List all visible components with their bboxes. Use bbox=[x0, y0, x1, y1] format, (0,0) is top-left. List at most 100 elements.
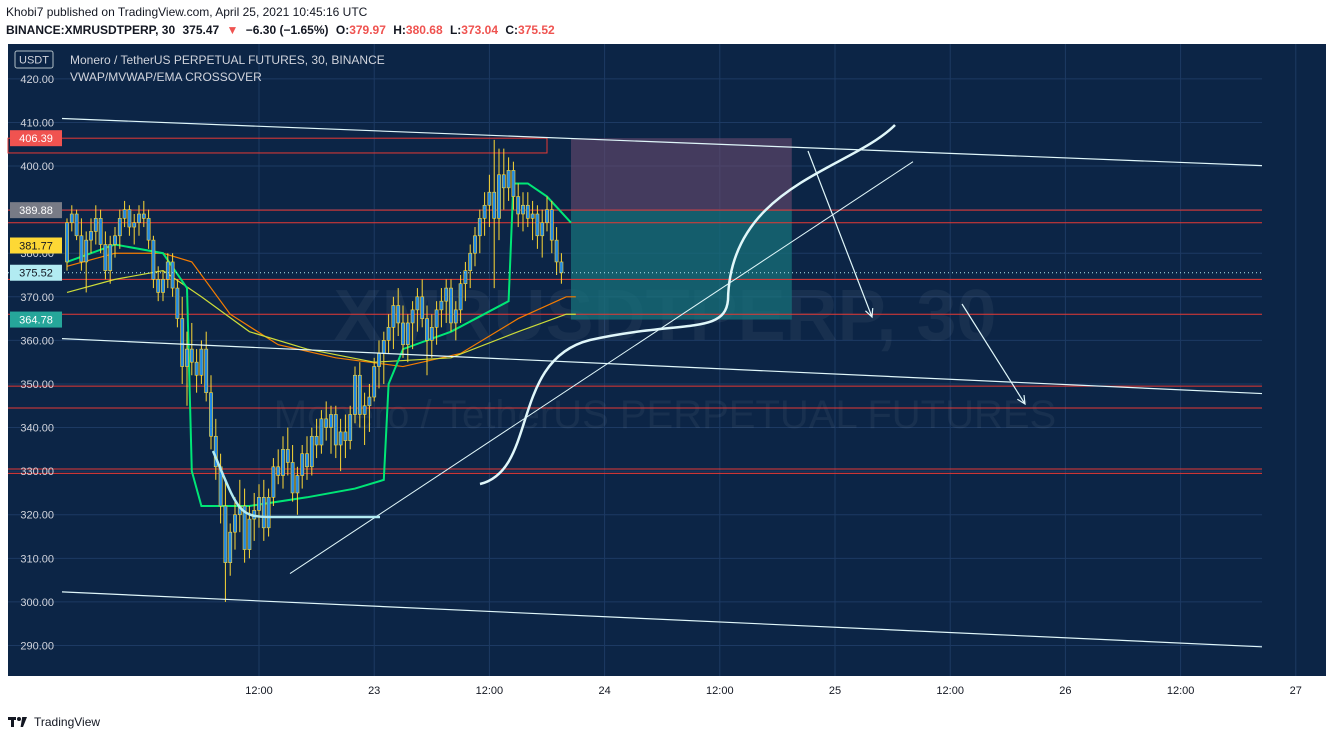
candle-body bbox=[425, 318, 429, 341]
price-tick-label: 410.00 bbox=[20, 117, 54, 129]
time-tick-label: 25 bbox=[829, 685, 841, 697]
price-tick-label: 370.00 bbox=[20, 292, 54, 304]
candle-body bbox=[233, 514, 237, 533]
price-tick-label: 350.00 bbox=[20, 379, 54, 391]
currency-badge[interactable] bbox=[14, 50, 54, 69]
candle-body bbox=[521, 204, 525, 215]
candle-body bbox=[405, 322, 410, 346]
candle-body bbox=[540, 222, 545, 237]
time-tick-label: 23 bbox=[368, 685, 380, 697]
candle-body bbox=[453, 309, 458, 324]
price-tick-label: 360.00 bbox=[20, 335, 54, 347]
candle-body bbox=[525, 204, 530, 219]
price-label-box bbox=[10, 237, 62, 254]
candle-body bbox=[309, 435, 314, 468]
candle-body bbox=[516, 196, 521, 215]
candle-body bbox=[381, 340, 386, 354]
vwap-line bbox=[66, 182, 572, 508]
close-value: 375.52 bbox=[518, 23, 555, 37]
candle-body bbox=[189, 348, 194, 363]
trendline-support bbox=[289, 161, 914, 574]
candle-body bbox=[74, 213, 79, 237]
projection-arrow-1-head bbox=[865, 307, 874, 319]
candle-body bbox=[113, 235, 117, 245]
publish-info: Khobi7 published on TradingView.com, Apr… bbox=[6, 5, 368, 19]
low-value: 373.04 bbox=[461, 23, 498, 37]
candle-body bbox=[487, 191, 492, 206]
candle-body bbox=[501, 174, 506, 189]
candle-body bbox=[482, 204, 487, 219]
price-label-box bbox=[10, 130, 62, 147]
price-label-box bbox=[10, 311, 62, 328]
watermark-name: Monero / TetherUS PERPETUAL FUTURES bbox=[274, 393, 1056, 437]
candle-body bbox=[477, 218, 482, 237]
candle-body bbox=[319, 418, 324, 446]
price-tick-label: 420.00 bbox=[20, 74, 54, 86]
price-label-text: 375.52 bbox=[19, 268, 53, 280]
candle-body bbox=[434, 309, 439, 328]
candle-body bbox=[348, 414, 353, 441]
candle-body bbox=[401, 322, 405, 346]
candle-body bbox=[420, 296, 425, 319]
price-label-text: 381.77 bbox=[19, 240, 53, 252]
candle-body bbox=[261, 496, 266, 529]
high-label: H: bbox=[393, 23, 406, 37]
candle-body bbox=[180, 318, 185, 367]
candle-body bbox=[209, 392, 213, 437]
channel-upper-line bbox=[61, 117, 1263, 167]
candle-body bbox=[386, 327, 391, 341]
symbol-name[interactable]: BINANCE:XMRUSDTPERP, 30 bbox=[6, 23, 176, 37]
candle-body bbox=[242, 505, 247, 550]
price-tick-label: 310.00 bbox=[20, 553, 54, 565]
stop-loss-zone bbox=[571, 138, 792, 211]
candle-body bbox=[506, 170, 511, 189]
price-label-text: 364.78 bbox=[19, 315, 53, 327]
candle-body bbox=[372, 366, 377, 398]
candle-body bbox=[295, 475, 300, 494]
candle-body bbox=[535, 213, 540, 237]
candle-body bbox=[65, 222, 69, 263]
candle-body bbox=[290, 462, 295, 494]
close-label: C: bbox=[505, 23, 519, 37]
open-value: 379.97 bbox=[349, 23, 386, 37]
time-tick-label: 27 bbox=[1290, 685, 1302, 697]
candle-body bbox=[84, 239, 89, 263]
time-tick-label: 12:00 bbox=[1167, 685, 1195, 697]
candle-body bbox=[362, 405, 367, 415]
drawn-curve-left bbox=[211, 450, 380, 519]
candle-body bbox=[151, 239, 156, 280]
candle-body bbox=[463, 270, 468, 285]
candle-body bbox=[497, 174, 501, 219]
resistance-box bbox=[7, 137, 548, 154]
candle-body bbox=[170, 261, 175, 289]
chart-title: Monero / TetherUS PERPETUAL FUTURES, 30,… bbox=[70, 53, 385, 67]
candle-body bbox=[396, 305, 401, 324]
candle-body bbox=[185, 348, 189, 367]
candle-body bbox=[377, 353, 381, 367]
candle-body bbox=[137, 213, 141, 224]
drawn-curve-right bbox=[479, 124, 896, 486]
candle-body bbox=[305, 453, 309, 468]
candle-body bbox=[333, 414, 338, 446]
candle-body bbox=[353, 374, 357, 415]
candle-body bbox=[559, 261, 564, 274]
candle-body bbox=[117, 218, 122, 237]
projection-arrow-2 bbox=[961, 303, 1026, 405]
candle-body bbox=[545, 209, 549, 224]
price-chart[interactable]: XMRUSDTPERP, 30 Monero / TetherUS PERPET… bbox=[0, 44, 1330, 708]
candle-body bbox=[247, 518, 252, 550]
footer-brand: TradingView bbox=[8, 715, 100, 729]
brand-name: TradingView bbox=[34, 715, 101, 729]
indicator-name: VWAP/MVWAP/EMA CROSSOVER bbox=[70, 70, 262, 84]
projection-arrow-1 bbox=[807, 150, 873, 318]
candle-body bbox=[439, 300, 444, 311]
candle-body bbox=[391, 305, 396, 328]
candle-body bbox=[271, 466, 276, 498]
candle-body bbox=[98, 218, 103, 245]
currency-badge-text: USDT bbox=[19, 55, 49, 67]
time-tick-label: 24 bbox=[598, 685, 610, 697]
last-price: 375.47 bbox=[182, 23, 220, 37]
symbol-ohlc-bar: BINANCE:XMRUSDTPERP, 30 375.47 ▼ −6.30 (… bbox=[6, 23, 559, 37]
candle-body bbox=[473, 235, 477, 254]
